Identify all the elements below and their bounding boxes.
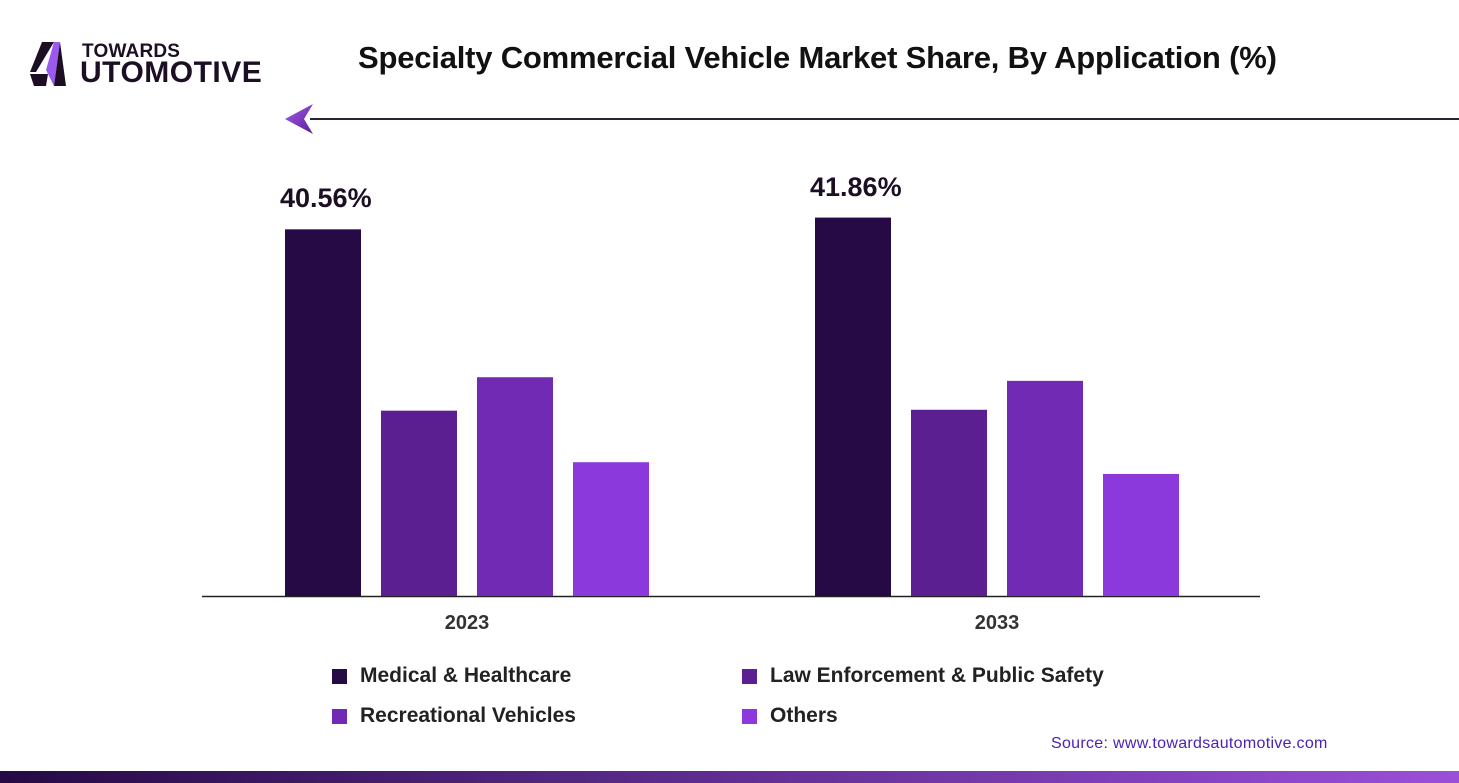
bar-medical-healthcare-2023 [285, 229, 361, 597]
bar-law-enforcement-public-safety-2023 [381, 410, 457, 596]
bar-recreational-vehicles-2033 [1007, 380, 1083, 596]
logo-text-bottom: UTOMOTIVE [80, 56, 263, 89]
legend-swatch [742, 668, 757, 684]
data-label: 41.86% [810, 171, 902, 202]
legend-swatch [332, 668, 347, 684]
legend-item-recreational: Recreational Vehicles [332, 704, 576, 728]
bar-medical-healthcare-2033 [815, 217, 891, 596]
bar-recreational-vehicles-2023 [477, 377, 553, 596]
logo-text-top: TOWARDS [82, 41, 181, 62]
footer-bar [0, 771, 1459, 783]
data-label: 40.56% [280, 183, 372, 214]
legend-label: Recreational Vehicles [360, 704, 576, 727]
legend-item-medical: Medical & Healthcare [332, 664, 571, 688]
bar-others-2033 [1103, 473, 1179, 596]
legend: Medical & Healthcare Law Enforcement & P… [332, 664, 1152, 734]
legend-label: Law Enforcement & Public Safety [770, 664, 1104, 687]
legend-item-law-enforcement: Law Enforcement & Public Safety [742, 664, 1104, 688]
legend-label: Others [770, 704, 838, 727]
legend-item-others: Others [742, 704, 838, 728]
legend-swatch [332, 708, 347, 724]
x-tick-label: 2033 [974, 612, 1020, 634]
logo-mark-icon [30, 42, 66, 86]
chart-title: Specialty Commercial Vehicle Market Shar… [358, 40, 1277, 75]
legend-swatch [742, 708, 757, 724]
x-tick-label: 2023 [444, 612, 490, 634]
bar-others-2023 [573, 462, 649, 596]
bar-law-enforcement-public-safety-2033 [911, 409, 987, 596]
header-divider [310, 118, 1459, 120]
legend-label: Medical & Healthcare [360, 664, 572, 687]
source-link[interactable]: Source: www.towardsautomotive.com [1051, 735, 1328, 752]
brand-logo: TOWARDS UTOMOTIVE [30, 40, 280, 92]
arrow-left-icon [285, 104, 313, 134]
